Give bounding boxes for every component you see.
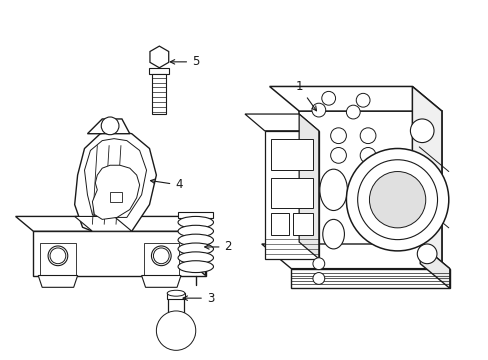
Circle shape [50, 248, 66, 264]
Polygon shape [110, 192, 122, 202]
Circle shape [312, 273, 324, 284]
Circle shape [330, 128, 346, 144]
Polygon shape [33, 231, 205, 275]
Polygon shape [75, 131, 156, 231]
Circle shape [101, 117, 119, 135]
Polygon shape [411, 86, 441, 269]
Polygon shape [244, 114, 318, 131]
Polygon shape [168, 298, 183, 328]
Ellipse shape [178, 225, 213, 237]
Polygon shape [157, 321, 194, 341]
Circle shape [357, 160, 437, 240]
Polygon shape [187, 216, 205, 275]
Circle shape [369, 171, 425, 228]
Circle shape [356, 93, 369, 107]
Circle shape [312, 258, 324, 270]
Ellipse shape [167, 290, 184, 296]
Circle shape [346, 105, 360, 119]
Circle shape [156, 311, 195, 350]
Text: 3: 3 [183, 292, 214, 305]
Polygon shape [40, 243, 76, 275]
Ellipse shape [178, 252, 213, 264]
Circle shape [416, 244, 436, 264]
Polygon shape [270, 213, 289, 235]
Circle shape [409, 119, 433, 143]
Ellipse shape [322, 219, 344, 249]
Circle shape [346, 148, 448, 251]
Polygon shape [270, 178, 312, 208]
Circle shape [375, 232, 389, 246]
Polygon shape [84, 139, 146, 217]
Circle shape [330, 148, 346, 163]
Polygon shape [87, 119, 129, 134]
Polygon shape [261, 244, 449, 269]
Circle shape [153, 248, 169, 264]
Polygon shape [142, 275, 181, 287]
Polygon shape [291, 269, 449, 288]
Polygon shape [293, 213, 312, 235]
Polygon shape [299, 111, 441, 269]
Polygon shape [270, 139, 312, 170]
Circle shape [360, 128, 375, 144]
Text: 5: 5 [170, 55, 199, 68]
Polygon shape [38, 275, 78, 287]
Ellipse shape [178, 234, 213, 246]
Polygon shape [143, 243, 179, 275]
Polygon shape [167, 293, 184, 299]
Ellipse shape [319, 169, 346, 211]
Ellipse shape [178, 216, 213, 228]
Circle shape [321, 91, 335, 105]
Circle shape [311, 103, 325, 117]
Text: 2: 2 [204, 240, 231, 253]
Polygon shape [152, 74, 166, 114]
Ellipse shape [178, 243, 213, 255]
Polygon shape [16, 216, 205, 231]
Polygon shape [178, 212, 213, 219]
Polygon shape [75, 216, 131, 231]
Text: 4: 4 [150, 179, 183, 192]
Polygon shape [150, 46, 168, 68]
Polygon shape [269, 86, 441, 111]
Circle shape [151, 246, 171, 266]
Text: 1: 1 [295, 80, 316, 111]
Polygon shape [419, 244, 449, 288]
Circle shape [48, 246, 68, 266]
Polygon shape [264, 131, 318, 259]
Polygon shape [92, 165, 140, 219]
Polygon shape [149, 68, 169, 74]
Circle shape [360, 148, 375, 163]
Ellipse shape [178, 261, 213, 273]
Polygon shape [299, 114, 318, 259]
